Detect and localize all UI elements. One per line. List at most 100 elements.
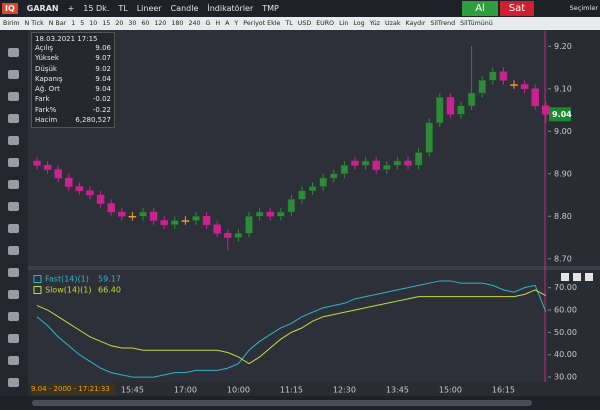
period-item[interactable]: Yüz: [369, 20, 381, 27]
candle-body: [139, 211, 147, 217]
period-item[interactable]: Periyot Ekle: [243, 20, 281, 27]
candle-body: [340, 165, 349, 175]
candle-body: [308, 186, 317, 192]
y-tick-label: 30.00: [554, 373, 577, 382]
candle-body: [118, 211, 126, 217]
tool-icons: [8, 48, 19, 387]
info-row: Kapanış 9.04: [35, 74, 111, 84]
candle-body: [43, 165, 52, 170]
menu-button[interactable]: Seçimler: [569, 4, 598, 12]
candle-body: [499, 71, 508, 81]
candle-body: [467, 92, 476, 107]
period-item[interactable]: N Tick: [24, 20, 44, 27]
x-tick-label: 15:45: [121, 386, 144, 395]
info-value: -0.02: [92, 95, 111, 104]
candle-body: [404, 160, 412, 166]
period-item[interactable]: Y: [234, 20, 239, 27]
info-value: 6,280,527: [75, 116, 111, 125]
toolbar-item[interactable]: Candle: [170, 4, 199, 13]
panel-buttons[interactable]: [561, 273, 593, 281]
buy-button[interactable]: Al: [462, 1, 498, 16]
x-tick-label: 11:15: [280, 386, 303, 395]
info-row: Hacim 6,280,527: [35, 115, 111, 125]
top-toolbar: IQ GARAN +15 Dk. TL Lineer Candle İndikatörler…: [0, 0, 600, 17]
period-item[interactable]: Uzak: [385, 20, 401, 27]
period-item[interactable]: 15: [102, 20, 111, 27]
info-label: Ağ. Ort: [35, 85, 60, 94]
info-date: 18.03.2021 17:15: [35, 35, 98, 43]
period-item[interactable]: 240: [188, 20, 201, 27]
period-item[interactable]: G: [205, 20, 211, 27]
toolbar-item[interactable]: İndikatörler: [207, 4, 254, 13]
candle-body: [319, 177, 327, 187]
toolbar-item[interactable]: 15 Dk.: [83, 4, 110, 13]
y-tick-label: 9.10: [554, 84, 572, 93]
candle-body: [160, 220, 168, 226]
x-tick-label: 15:00: [439, 386, 462, 395]
y-tick-label: 9.20: [554, 42, 572, 51]
y-tick-label: 8.70: [554, 254, 572, 263]
y-tick-label: 8.80: [554, 212, 572, 221]
legend-value: 66.40: [98, 286, 121, 295]
candle-body: [414, 152, 423, 166]
toolbar-item[interactable]: +: [67, 4, 75, 13]
x-tick-label: 13:45: [386, 386, 409, 395]
period-item[interactable]: A: [225, 20, 230, 27]
info-row: Düşük 9.02: [35, 64, 111, 74]
period-item[interactable]: 120: [154, 20, 167, 27]
period-item[interactable]: 1: [71, 20, 76, 27]
period-item[interactable]: Birim: [3, 20, 20, 27]
candle-body: [489, 71, 497, 81]
legend-name: Fast(14)(1): [45, 275, 89, 284]
candle-body: [181, 220, 190, 222]
candle-body: [245, 216, 253, 234]
period-item[interactable]: 180: [171, 20, 184, 27]
info-value: -0.22: [92, 105, 111, 114]
candle-body: [107, 203, 115, 213]
info-row: Fark -0.02: [35, 94, 111, 104]
period-item[interactable]: Lin: [339, 20, 349, 27]
period-item[interactable]: 60: [141, 20, 150, 27]
candle-body: [351, 160, 359, 166]
candle-body: [277, 211, 285, 217]
y-tick-label: 8.90: [554, 169, 572, 178]
period-item[interactable]: Kaydır: [405, 20, 426, 27]
scroll-thumb[interactable]: [32, 400, 532, 406]
candle-body: [192, 216, 200, 221]
info-value: 9.06: [95, 44, 111, 52]
info-row: Fark% -0.22: [35, 105, 111, 115]
y-tick-label: 60.00: [554, 306, 577, 315]
period-item[interactable]: 10: [89, 20, 98, 27]
candle-body: [149, 211, 158, 221]
sell-button[interactable]: Sat: [500, 1, 534, 16]
period-item[interactable]: 5: [80, 20, 85, 27]
toolbar-item[interactable]: TL: [118, 4, 128, 13]
candle-body: [361, 160, 370, 166]
x-tick-label: 10:00: [227, 386, 250, 395]
period-item[interactable]: 30: [128, 20, 137, 27]
period-item[interactable]: SilTümünü: [460, 20, 493, 27]
candle-body: [446, 97, 455, 115]
period-item[interactable]: SilTrend: [430, 20, 456, 27]
toolbar-item[interactable]: TMP: [262, 4, 279, 13]
period-item[interactable]: N Bar: [48, 20, 67, 27]
status-text: 9.04 - 2000 - 17:21:33: [31, 383, 115, 395]
period-item[interactable]: USD: [297, 20, 312, 27]
period-item[interactable]: 20: [115, 20, 124, 27]
candle-body: [436, 97, 444, 124]
period-item[interactable]: H: [215, 20, 221, 27]
time-axis-bg: [28, 382, 600, 396]
period-item[interactable]: Log: [353, 20, 365, 27]
toolbar-item[interactable]: Lineer: [136, 4, 162, 13]
candle-body: [383, 165, 391, 170]
candle-body: [202, 216, 211, 226]
info-row: Yüksek 9.07: [35, 53, 111, 63]
period-item[interactable]: EURO: [316, 20, 335, 27]
legend-value: 59.17: [98, 275, 121, 284]
last-price-tag: [549, 107, 571, 122]
left-toolbar: [0, 30, 28, 410]
symbol[interactable]: GARAN: [26, 4, 59, 13]
period-item[interactable]: TL: [285, 20, 293, 27]
candle-body: [75, 186, 84, 192]
logo: IQ: [2, 3, 18, 14]
